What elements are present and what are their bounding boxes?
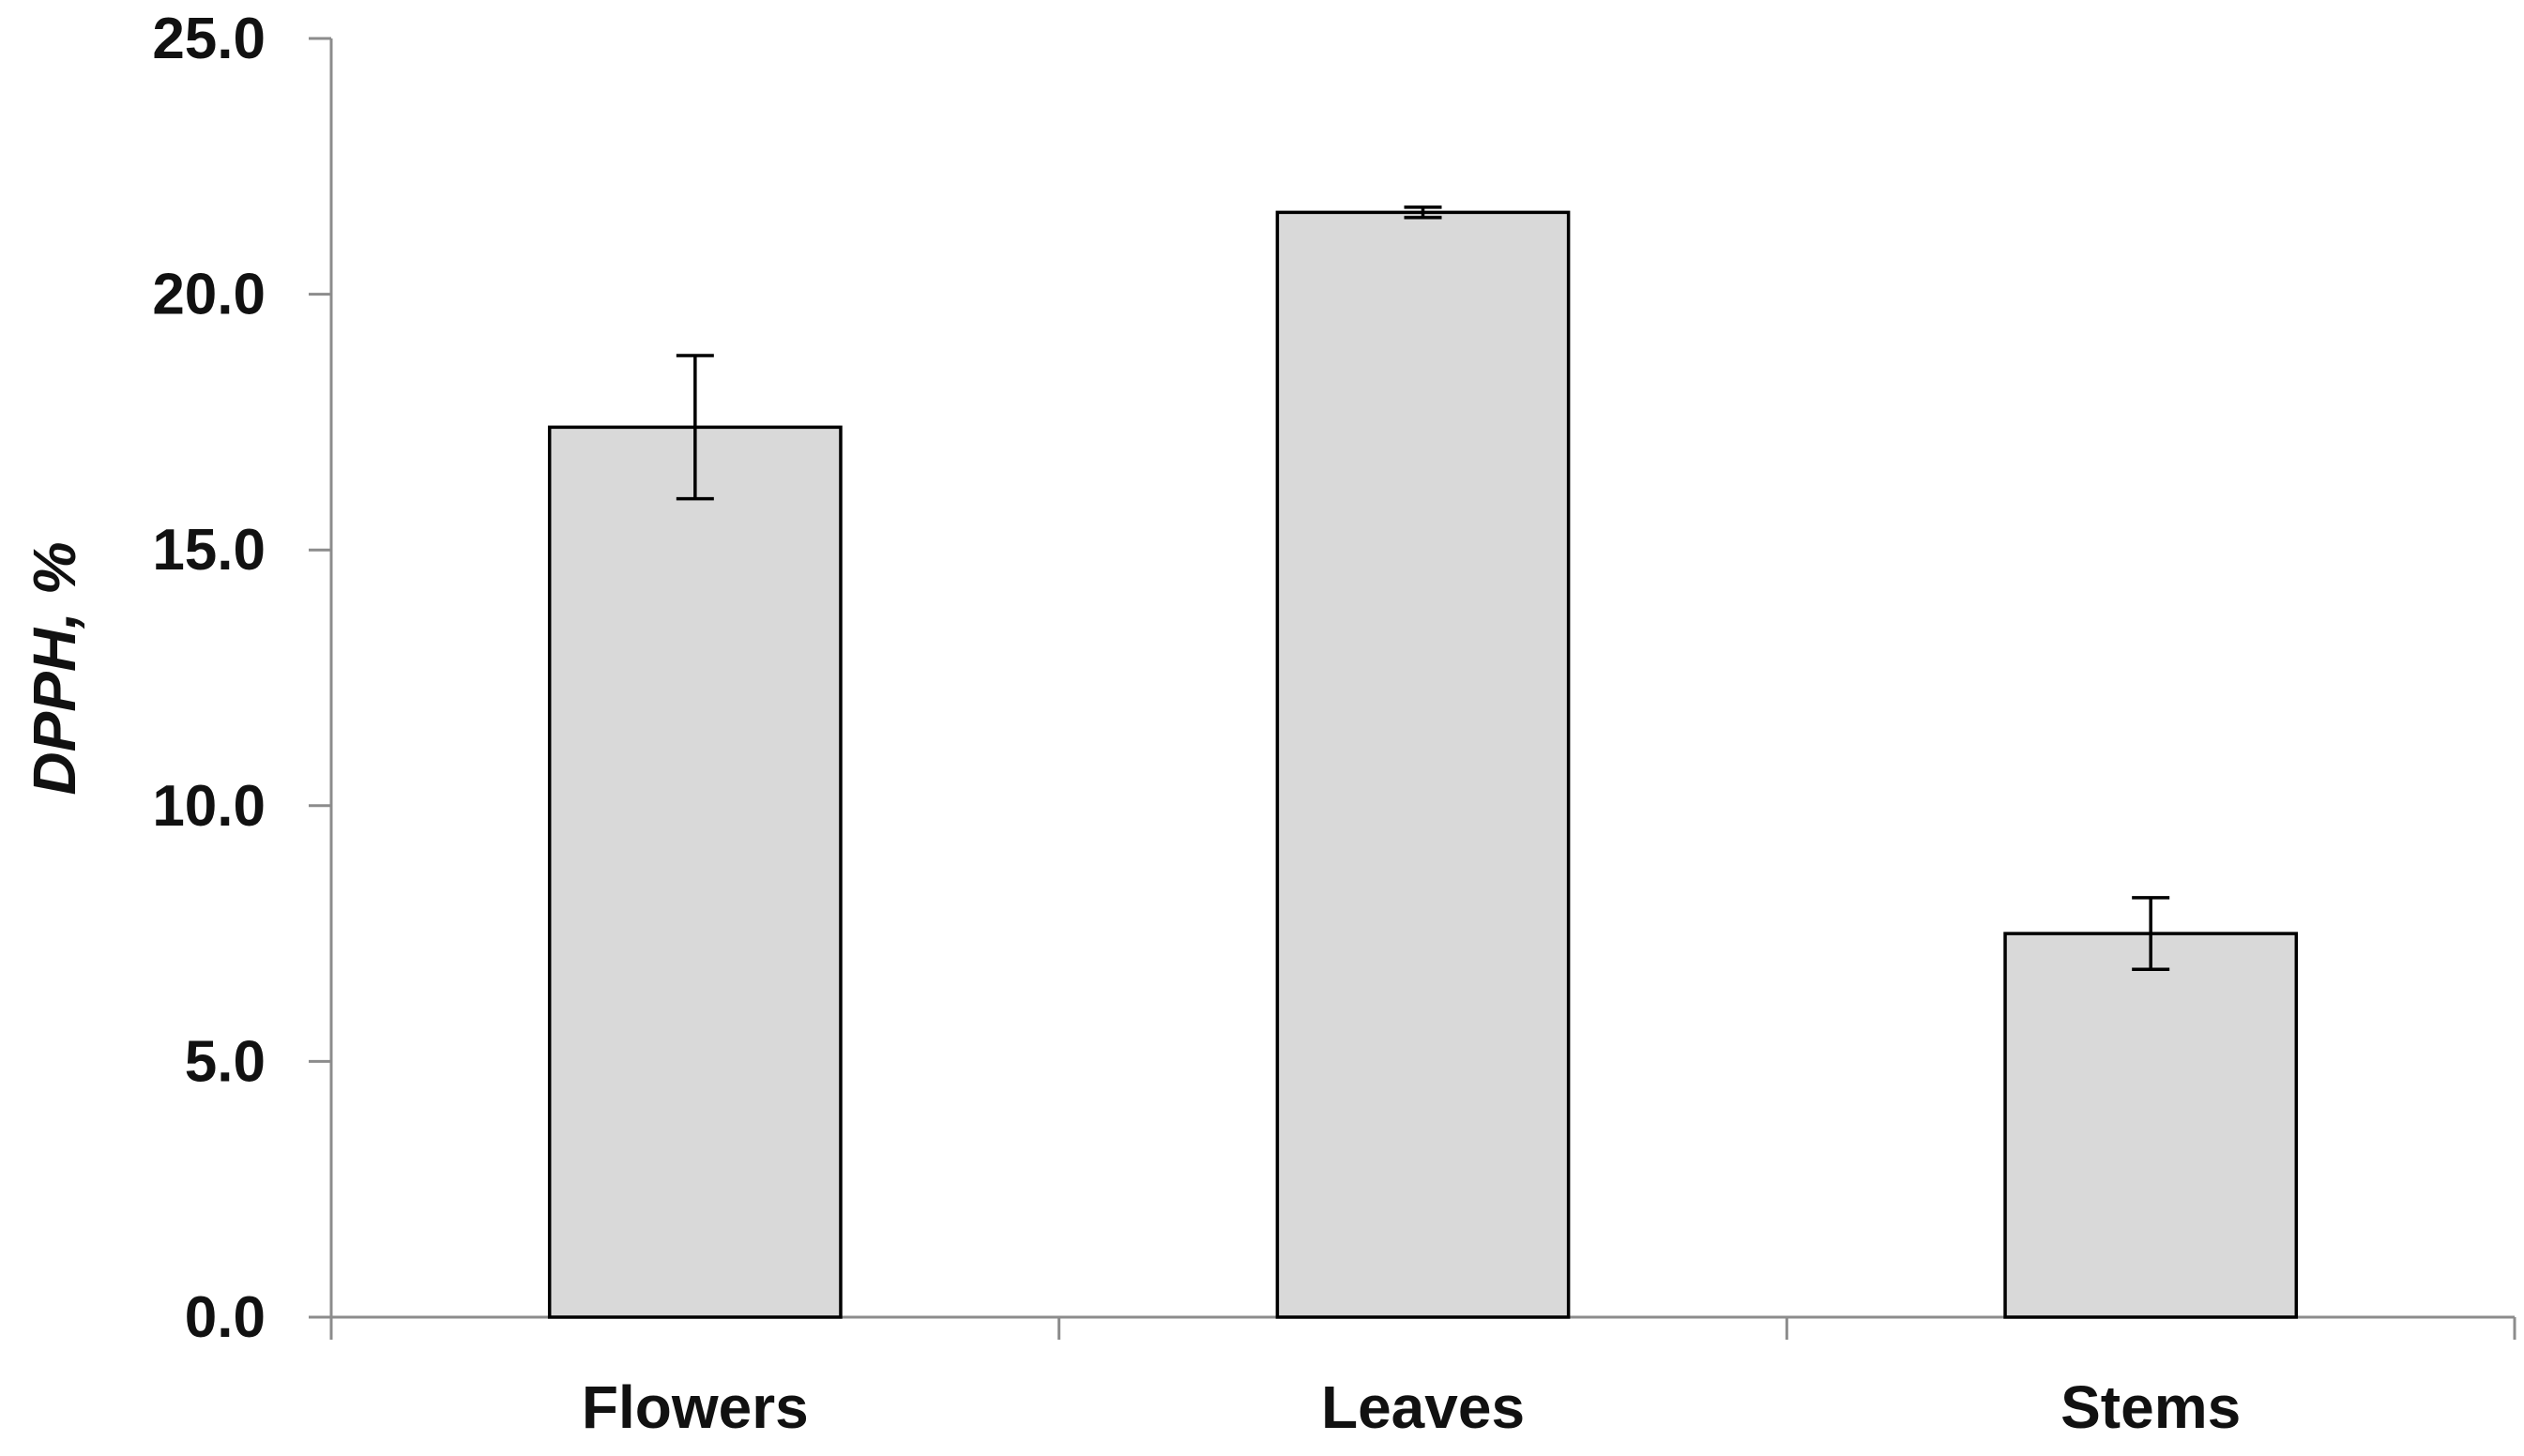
bars <box>547 210 2299 1319</box>
y-tick-label: 5.0 <box>185 1029 266 1094</box>
y-tick-label: 20.0 <box>152 263 266 327</box>
y-ticks: 0.0 5.0 10.0 15.0 20.0 25.0 <box>152 7 331 1350</box>
x-ticks <box>329 1317 2516 1340</box>
bar-stems <box>2003 932 2299 1319</box>
error-bars <box>676 205 2170 972</box>
x-tick-label: Stems <box>2060 1373 2241 1441</box>
y-tick-label: 0.0 <box>185 1285 266 1350</box>
y-tick-label: 15.0 <box>152 518 266 583</box>
bar-leaves <box>1275 210 1571 1319</box>
y-axis-title: DPPH, % <box>21 541 88 795</box>
y-tick-label: 25.0 <box>152 7 266 71</box>
x-tick-labels: Flowers Leaves Stems <box>582 1373 2241 1441</box>
x-tick-label: Leaves <box>1321 1373 1525 1441</box>
y-tick-label: 10.0 <box>152 774 266 839</box>
x-tick-label: Flowers <box>582 1373 809 1441</box>
bar-flowers <box>547 425 843 1319</box>
